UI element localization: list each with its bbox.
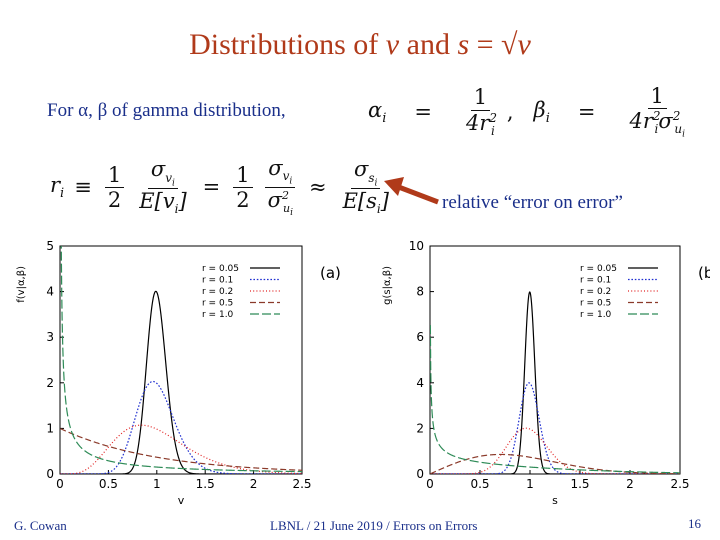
legend-label: r = 1.0 <box>580 310 612 320</box>
x-tick-label: 1.5 <box>196 477 215 491</box>
x-tick-label: 2.5 <box>292 477 311 491</box>
title-v: v <box>385 28 400 61</box>
x-tick-label: 2 <box>250 477 258 491</box>
y-tick-label: 2 <box>416 421 424 435</box>
y-tick-label: 0 <box>416 467 424 481</box>
x-tick-label: 0.5 <box>470 477 489 491</box>
y-tick-label: 3 <box>46 330 54 344</box>
legend-label: r = 0.5 <box>580 299 611 309</box>
y-tick-label: 2 <box>46 376 54 390</box>
footer-event: LBNL / 21 June 2019 / Errors on Errors <box>270 518 478 533</box>
y-tick-label: 4 <box>46 285 54 299</box>
series-line-1 <box>60 246 302 473</box>
title-s: s <box>457 28 470 61</box>
intro-text: For α, β of gamma distribution, <box>47 100 286 121</box>
x-tick-label: 0 <box>56 477 64 491</box>
series-line-0_5 <box>430 453 680 474</box>
series-line-0_1 <box>430 382 680 474</box>
panel-label: (b) <box>698 264 710 282</box>
panel-label: (a) <box>320 264 341 282</box>
legend-label: r = 0.2 <box>580 287 611 297</box>
x-tick-label: 2 <box>626 477 634 491</box>
legend-label: r = 0.1 <box>580 276 611 286</box>
x-axis-label: s <box>552 494 558 507</box>
y-axis-label: g(s|α,β) <box>382 266 393 305</box>
y-axis-label: f(v|α,β) <box>16 266 27 303</box>
y-tick-label: 6 <box>416 330 424 344</box>
legend-label: r = 0.05 <box>580 264 617 274</box>
series-line-0_2 <box>430 427 680 474</box>
x-tick-label: 1 <box>526 477 534 491</box>
y-tick-label: 8 <box>416 285 424 299</box>
alpha-beta-formula: αi = 1 4r2i , βi = 1 4r2iσ2ui <box>368 84 685 140</box>
legend-label: r = 0.5 <box>202 299 233 309</box>
y-tick-label: 0 <box>46 467 54 481</box>
legend-label: r = 0.1 <box>202 276 233 286</box>
x-tick-label: 0.5 <box>99 477 118 491</box>
legend-label: r = 0.2 <box>202 287 233 297</box>
title-eq: = √ <box>469 28 518 61</box>
y-tick-label: 5 <box>46 239 54 253</box>
legend-label: r = 1.0 <box>202 310 234 320</box>
arrow-icon <box>384 177 439 205</box>
x-tick-label: 1.5 <box>570 477 589 491</box>
legend-label: r = 0.05 <box>202 264 239 274</box>
y-tick-label: 1 <box>46 421 54 435</box>
title-v2: v <box>517 28 531 61</box>
page-number: 16 <box>688 516 701 531</box>
footer-author: G. Cowan <box>14 518 67 533</box>
title-mid: and <box>399 28 458 61</box>
series-line-0_1 <box>60 380 302 474</box>
x-axis-label: v <box>178 494 185 507</box>
plot-frame <box>429 245 681 475</box>
chart-panel-a: f(v|α,β) v 0 1 2 3 4 5 0 0.5 1 1.5 2 2.5 r = 0.05 r = 0… <box>16 239 341 507</box>
plot-frame <box>59 245 303 475</box>
series-line-0_2 <box>60 424 302 474</box>
y-tick-label: 10 <box>409 239 424 253</box>
chart-panel-b: g(s|α,β) s 0 2 4 6 8 10 0 0.5 1 1.5 2 2.5 r = 0.05 r = … <box>382 239 710 507</box>
series-line-0_05 <box>430 291 680 474</box>
error-on-error-note: relative “error on error” <box>442 192 623 213</box>
x-tick-label: 2.5 <box>670 477 689 491</box>
y-tick-label: 4 <box>416 376 424 390</box>
series-line-1 <box>430 325 680 474</box>
x-tick-label: 0 <box>426 477 434 491</box>
title-prefix: Distributions of <box>189 28 386 61</box>
series-line-0_05 <box>60 290 302 474</box>
slide-title: Distributions of v and s = √v <box>0 28 720 62</box>
x-tick-label: 1 <box>153 477 161 491</box>
